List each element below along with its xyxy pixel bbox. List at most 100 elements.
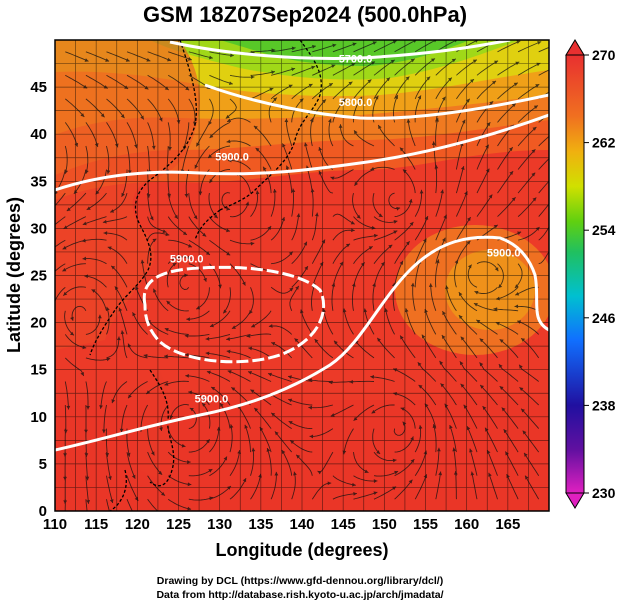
streamline-arrowhead	[70, 331, 74, 336]
streamline-arrowhead	[169, 415, 174, 420]
streamline-arrowhead	[532, 197, 537, 202]
streamline	[85, 74, 108, 89]
streamline-arrowhead	[364, 469, 369, 474]
streamline-arrowhead	[284, 118, 289, 123]
streamline-arrowhead	[303, 241, 307, 246]
streamline-arrowhead	[187, 482, 192, 487]
streamline-arrowhead	[84, 58, 89, 62]
streamline-arrowhead	[342, 450, 347, 455]
streamline-arrowhead	[211, 387, 216, 391]
streamline	[160, 404, 169, 432]
streamline-arrowhead	[488, 472, 492, 477]
streamline-arrowhead	[458, 292, 463, 297]
streamline	[417, 362, 437, 382]
streamline-arrowhead	[150, 451, 155, 456]
streamline	[127, 343, 148, 359]
streamline-arrowhead	[299, 98, 304, 103]
streamline	[288, 420, 313, 430]
streamline-arrowhead	[442, 237, 446, 242]
streamline-arrowhead	[194, 164, 199, 169]
streamline	[435, 164, 438, 194]
streamline-arrowhead	[423, 474, 428, 479]
streamline	[244, 424, 251, 453]
streamline	[179, 274, 190, 290]
streamline-arrowhead	[230, 53, 234, 58]
streamline	[332, 243, 351, 264]
streamline	[219, 402, 231, 429]
streamline-arrowhead	[476, 319, 481, 324]
streamline-arrowhead	[250, 389, 255, 394]
streamline-arrowhead	[158, 470, 163, 475]
streamline	[352, 282, 356, 311]
streamline	[394, 198, 412, 218]
streamline	[499, 385, 519, 406]
streamline-arrowhead	[435, 259, 440, 264]
streamline-arrowhead	[458, 315, 463, 319]
streamline	[311, 239, 326, 264]
streamline-arrowhead	[121, 192, 125, 197]
streamline	[147, 122, 155, 150]
streamline	[85, 122, 99, 148]
streamline	[62, 239, 86, 250]
streamline	[188, 496, 214, 501]
streamline	[517, 197, 537, 217]
streamline-arrowhead	[161, 491, 165, 496]
streamline	[255, 147, 272, 170]
streamline	[414, 76, 431, 100]
streamline	[435, 189, 444, 217]
streamline	[109, 192, 128, 213]
x-tick-label: 150	[372, 516, 397, 533]
streamline	[226, 140, 251, 147]
streamline-arrowhead	[120, 114, 125, 119]
streamline-arrowhead	[185, 373, 189, 378]
streamline	[497, 146, 514, 170]
streamline	[414, 58, 436, 76]
streamline-arrowhead	[184, 273, 188, 278]
streamline-arrowhead	[64, 169, 69, 174]
streamline-arrowhead	[409, 221, 414, 226]
streamline	[460, 383, 478, 406]
streamline-arrowhead	[532, 127, 537, 131]
streamline	[166, 300, 189, 312]
streamline-arrowhead	[419, 189, 424, 194]
streamline	[209, 51, 234, 57]
streamline-arrowhead	[80, 371, 84, 376]
streamline	[538, 46, 549, 53]
contour-label: 5900.0	[195, 394, 229, 406]
streamline-arrowhead	[151, 145, 156, 150]
streamline-arrowhead	[102, 429, 106, 434]
credit-line-2: Data from http://database.rish.kyoto-u.a…	[156, 589, 443, 601]
streamline-arrowhead	[250, 75, 255, 80]
colorbar-tick-label: 262	[592, 135, 616, 151]
streamline	[253, 125, 272, 147]
streamline-arrowhead	[393, 368, 398, 372]
streamline-arrowhead	[557, 85, 561, 88]
streamline-arrowhead	[269, 87, 274, 92]
streamline-arrowhead	[373, 491, 378, 496]
streamline-arrowhead	[322, 308, 327, 313]
streamline-arrowhead	[125, 58, 130, 62]
streamline	[64, 357, 85, 377]
streamline	[469, 448, 478, 476]
streamline-arrowhead	[282, 143, 286, 148]
streamline	[328, 381, 354, 383]
streamline-arrowhead	[348, 81, 353, 86]
streamline	[229, 239, 255, 245]
streamline-arrowhead	[496, 296, 500, 301]
streamline-arrowhead	[349, 379, 353, 384]
streamline	[188, 263, 207, 282]
streamline	[497, 82, 519, 100]
streamline-arrowhead	[499, 339, 504, 343]
streamline-arrowhead	[373, 233, 378, 238]
streamline-arrowhead	[271, 70, 275, 75]
streamline-arrowhead	[417, 95, 421, 100]
contour-labels: 5700.0 5800.0 5900.0 5900.0 5900.0 5900.0	[170, 54, 521, 406]
streamline	[106, 475, 114, 504]
streamline-arrowhead	[85, 476, 90, 481]
streamline	[65, 98, 85, 118]
coastlines	[89, 40, 322, 511]
streamline	[291, 83, 313, 100]
streamline	[353, 216, 376, 229]
streamline-arrowhead	[514, 304, 519, 309]
streamline	[372, 282, 376, 311]
